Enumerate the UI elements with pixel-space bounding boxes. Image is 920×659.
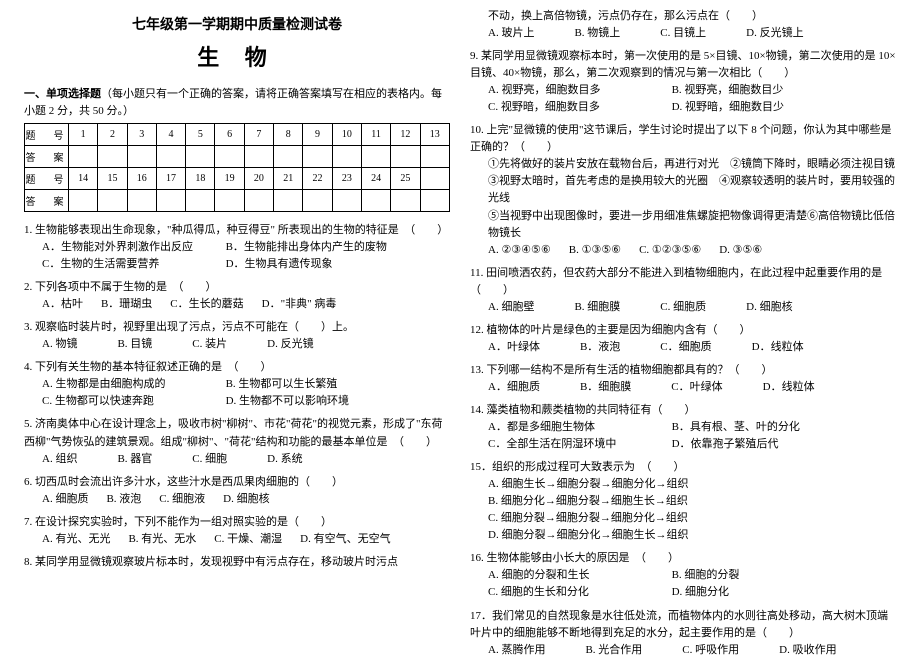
question-text: 5. 济南奥体中心在设计理念上，吸收市树"柳树"、市花"荷花"的视觉元素，形成了… [24, 416, 450, 450]
question-11: 11. 田间喷洒农药，但农药大部分不能进入到植物细胞内，在此过程中起重要作用的是… [470, 265, 896, 316]
question-8-part2: 不动，换上高倍物镜，污点仍存在，那么污点在（ ） A. 玻片上B. 物镜上C. … [470, 8, 896, 42]
question-text: 13. 下列哪一结构不是所有生活的植物细胞都具有的？（ ） [470, 362, 896, 379]
question-7: 7. 在设计探究实验时，下列不能作为一组对照实验的是（ ） A. 有光、无光B.… [24, 514, 450, 548]
question-17: 17．我们常见的自然现象是水往低处流，而植物体内的水则往高处移动，高大树木顶端叶… [470, 608, 896, 659]
section-heading-bold: 一、单项选择题 [24, 88, 101, 100]
question-text: 不动，换上高倍物镜，污点仍存在，那么污点在（ ） [470, 8, 896, 25]
section-heading: 一、单项选择题（每小题只有一个正确的答案，请将正确答案填写在相应的表格内。每小题… [24, 86, 450, 119]
question-9: 9. 某同学用显微镜观察标本时，第一次使用的是 5×目镜、10×物镜，第二次使用… [470, 48, 896, 116]
question-14: 14. 藻类植物和蕨类植物的共同特征有（ ） A．都是多细胞生物体B．具有根、茎… [470, 402, 896, 453]
question-text: 11. 田间喷洒农药，但农药大部分不能进入到植物细胞内，在此过程中起重要作用的是… [470, 265, 896, 299]
question-text: 12. 植物体的叶片是绿色的主要是因为细胞内含有（ ） [470, 322, 896, 339]
table-row: 答 案 [25, 190, 450, 212]
row-label: 答 案 [25, 146, 69, 168]
question-1: 1. 生物能够表现出生命现象，"种瓜得瓜，种豆得豆" 所表现出的生物的特征是 （… [24, 222, 450, 273]
question-text: 16. 生物体能够由小长大的原因是 （ ） [470, 550, 896, 567]
row-label: 答 案 [25, 190, 69, 212]
exam-title-2: 生 物 [24, 40, 450, 72]
question-5: 5. 济南奥体中心在设计理念上，吸收市树"柳树"、市花"荷花"的视觉元素，形成了… [24, 416, 450, 467]
question-15: 15．组织的形成过程可大致表示为 （ ） A. 细胞生长→细胞分裂→细胞分化→组… [470, 459, 896, 544]
exam-title-1: 七年级第一学期期中质量检测试卷 [24, 14, 450, 34]
question-12: 12. 植物体的叶片是绿色的主要是因为细胞内含有（ ） A．叶绿体B．液泡C．细… [470, 322, 896, 356]
question-text: 6. 切西瓜时会流出许多汁水，这些汁水是西瓜果肉细胞的（ ） [24, 474, 450, 491]
question-text: 17．我们常见的自然现象是水往低处流，而植物体内的水则往高处移动，高大树木顶端叶… [470, 608, 896, 642]
question-4: 4. 下列有关生物的基本特征叙述正确的是 （ ） A. 生物都是由细胞构成的B.… [24, 359, 450, 410]
row-label: 题 号 [25, 124, 69, 146]
row-label: 题 号 [25, 168, 69, 190]
question-text: 15．组织的形成过程可大致表示为 （ ） [470, 459, 896, 476]
question-text: 14. 藻类植物和蕨类植物的共同特征有（ ） [470, 402, 896, 419]
question-8-part1: 8. 某同学用显微镜观察玻片标本时，发现视野中有污点存在，移动玻片时污点 [24, 554, 450, 571]
question-6: 6. 切西瓜时会流出许多汁水，这些汁水是西瓜果肉细胞的（ ） A. 细胞质B. … [24, 474, 450, 508]
question-text: 1. 生物能够表现出生命现象，"种瓜得瓜，种豆得豆" 所表现出的生物的特征是 （… [24, 222, 450, 239]
question-text: 2. 下列各项中不属于生物的是 （ ） [24, 279, 450, 296]
question-text: 9. 某同学用显微镜观察标本时，第一次使用的是 5×目镜、10×物镜，第二次使用… [470, 48, 896, 82]
left-column: 七年级第一学期期中质量检测试卷 生 物 一、单项选择题（每小题只有一个正确的答案… [14, 8, 460, 642]
question-text: 3. 观察临时装片时，视野里出现了污点，污点不可能在（ ）上。 [24, 319, 450, 336]
question-2: 2. 下列各项中不属于生物的是 （ ） A．枯叶B．珊瑚虫C．生长的蘑菇D．"非… [24, 279, 450, 313]
table-row: 题 号 12345678910111213 [25, 124, 450, 146]
question-text: 7. 在设计探究实验时，下列不能作为一组对照实验的是（ ） [24, 514, 450, 531]
question-3: 3. 观察临时装片时，视野里出现了污点，污点不可能在（ ）上。 A. 物镜B. … [24, 319, 450, 353]
answer-table: 题 号 12345678910111213 答 案 题 号 1415161718… [24, 123, 450, 212]
question-16: 16. 生物体能够由小长大的原因是 （ ） A. 细胞的分裂和生长B. 细胞的分… [470, 550, 896, 601]
question-text: 8. 某同学用显微镜观察玻片标本时，发现视野中有污点存在，移动玻片时污点 [24, 554, 450, 571]
question-10: 10. 上完"显微镜的使用"这节课后，学生讨论时提出了以下 8 个问题，你认为其… [470, 122, 896, 258]
right-column: 不动，换上高倍物镜，污点仍存在，那么污点在（ ） A. 玻片上B. 物镜上C. … [460, 8, 906, 642]
table-row: 题 号 141516171819202122232425 [25, 168, 450, 190]
question-13: 13. 下列哪一结构不是所有生活的植物细胞都具有的？（ ） A．细胞质B．细胞膜… [470, 362, 896, 396]
table-row: 答 案 [25, 146, 450, 168]
question-text: 10. 上完"显微镜的使用"这节课后，学生讨论时提出了以下 8 个问题，你认为其… [470, 122, 896, 156]
question-text: 4. 下列有关生物的基本特征叙述正确的是 （ ） [24, 359, 450, 376]
